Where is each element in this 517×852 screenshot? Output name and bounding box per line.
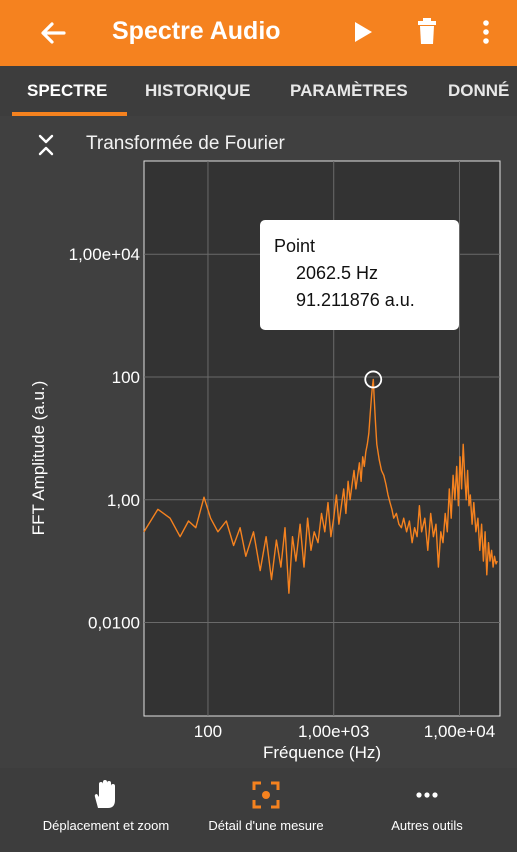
hand-icon [94, 780, 115, 808]
tab-indicator [12, 112, 127, 116]
y-tick-label: 1,00 [107, 491, 140, 510]
y-tick-label: 0,0100 [88, 614, 140, 633]
tab-donnees[interactable]: DONNÉ [448, 81, 510, 100]
tab-bar: SPECTRE HISTORIQUE PARAMÈTRES DONNÉ [0, 66, 517, 116]
x-tick-label: 1,00e+03 [298, 722, 369, 741]
x-axis-label: Fréquence (Hz) [263, 743, 381, 762]
y-tick-label: 1,00e+04 [69, 245, 140, 264]
other-tools-button[interactable]: Autres outils [372, 768, 482, 852]
series-line [143, 378, 498, 594]
app-bar: Spectre Audio [0, 0, 517, 66]
selected-point-marker[interactable] [364, 370, 383, 389]
y-tick-labels: 0,0100 1,00 100 1,00e+04 [69, 245, 140, 632]
measure-detail-button[interactable]: Détail d'une mesure [196, 768, 336, 852]
tooltip-heading: Point [274, 236, 316, 256]
y-axis-label: FFT Amplitude (a.u.) [29, 381, 48, 536]
graph-title: Transformée de Fourier [86, 133, 285, 154]
tab-spectre[interactable]: SPECTRE [27, 81, 108, 100]
move-zoom-label: Déplacement et zoom [42, 818, 170, 833]
tooltip-frequency: 2062.5 Hz [296, 263, 379, 283]
x-tick-label: 100 [194, 722, 222, 741]
collapse-icon[interactable] [36, 131, 56, 159]
tooltip-amplitude: 91.211876 a.u. [296, 290, 415, 310]
bottom-toolbar: Déplacement et zoom Détail d'une mesure … [0, 768, 517, 852]
point-tooltip: Point 2062.5 Hz 91.211876 a.u. [260, 220, 459, 330]
play-icon[interactable] [348, 14, 378, 50]
x-tick-labels: 100 1,00e+03 1,00e+04 [194, 722, 495, 741]
move-zoom-button[interactable]: Déplacement et zoom [30, 768, 182, 852]
tab-parametres[interactable]: PARAMÈTRES [290, 81, 408, 100]
trash-icon[interactable] [412, 12, 442, 52]
other-tools-label: Autres outils [391, 818, 463, 833]
tab-historique[interactable]: HISTORIQUE [145, 81, 251, 100]
measure-detail-label: Détail d'une mesure [208, 818, 324, 833]
focus-target-icon [252, 781, 280, 809]
app-title: Spectre Audio [112, 17, 281, 45]
x-tick-label: 1,00e+04 [424, 722, 495, 741]
arrow-back-icon[interactable] [34, 13, 74, 53]
more-horiz-icon [416, 792, 438, 798]
y-tick-label: 100 [112, 368, 140, 387]
more-vert-icon[interactable] [474, 12, 498, 52]
